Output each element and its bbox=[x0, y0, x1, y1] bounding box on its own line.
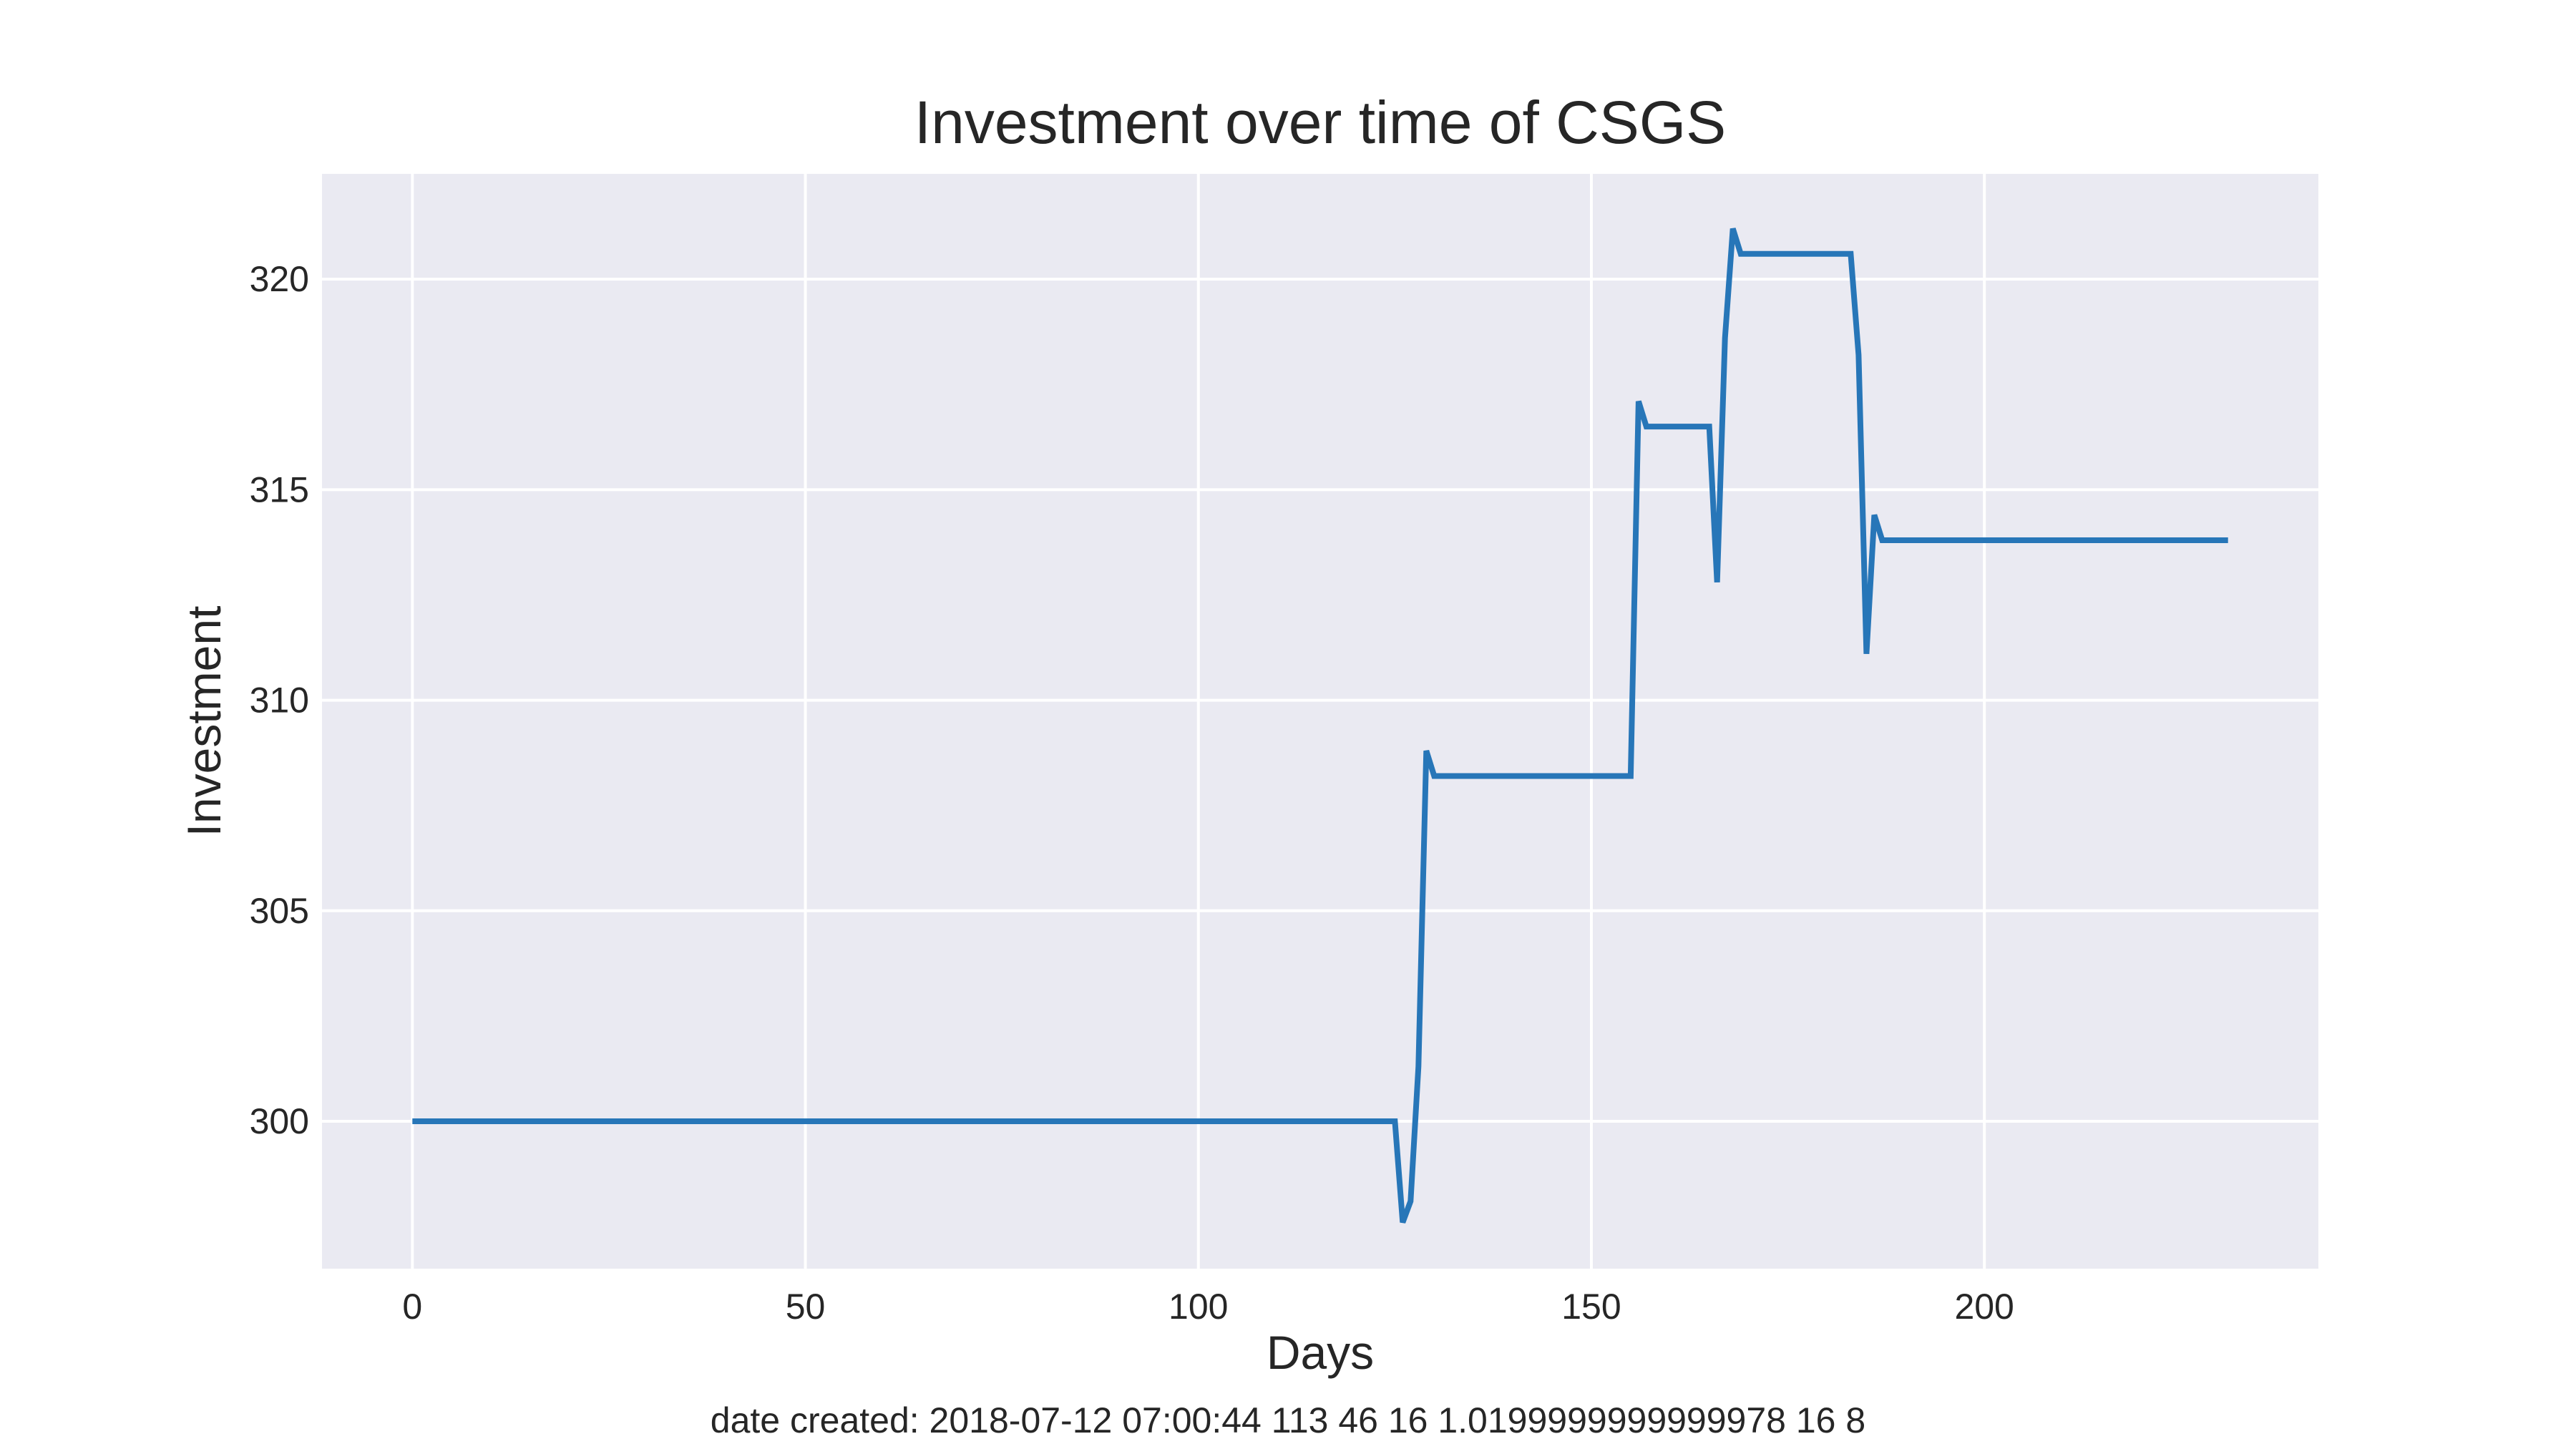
x-axis-label: Days bbox=[1267, 1326, 1374, 1379]
x-tick-label: 0 bbox=[402, 1287, 422, 1327]
y-tick-label: 300 bbox=[250, 1101, 309, 1141]
x-tick-label: 50 bbox=[786, 1287, 826, 1327]
x-tick-label: 100 bbox=[1169, 1287, 1228, 1327]
footer-note: date created: 2018-07-12 07:00:44 113 46… bbox=[711, 1400, 1865, 1440]
y-tick-label: 320 bbox=[250, 259, 309, 299]
y-tick-label: 310 bbox=[250, 680, 309, 721]
y-axis-label: Investment bbox=[177, 606, 230, 837]
y-tick-label: 315 bbox=[250, 469, 309, 509]
plot-area bbox=[322, 174, 2318, 1269]
series-line bbox=[412, 228, 2228, 1224]
tick-labels: 0 50 100 150 200 300 305 310 315 320 bbox=[250, 259, 2014, 1327]
series-layer bbox=[412, 228, 2228, 1224]
y-tick-label: 305 bbox=[250, 891, 309, 931]
chart-title: Investment over time of CSGS bbox=[914, 89, 1726, 156]
x-tick-label: 200 bbox=[1954, 1287, 2014, 1327]
x-tick-label: 150 bbox=[1561, 1287, 1621, 1327]
